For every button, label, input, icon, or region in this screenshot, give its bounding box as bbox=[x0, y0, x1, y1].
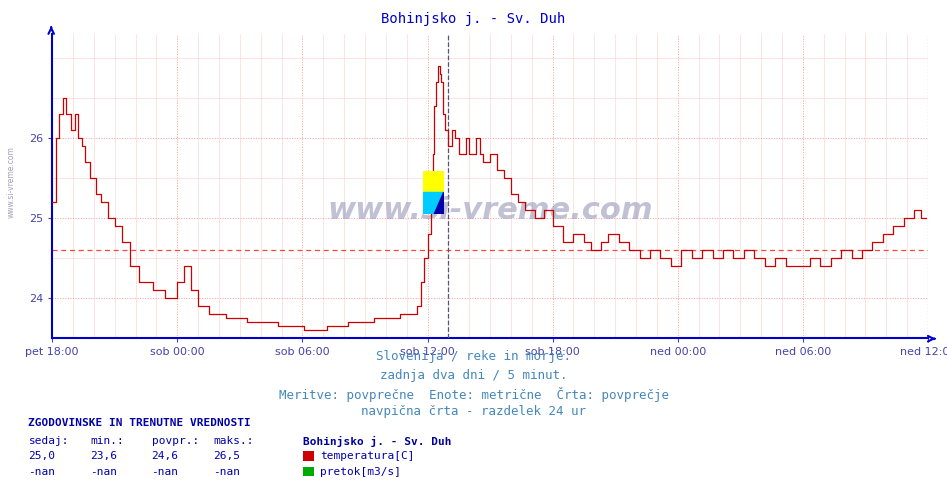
Text: Meritve: povprečne  Enote: metrične  Črta: povprečje: Meritve: povprečne Enote: metrične Črta:… bbox=[278, 387, 669, 402]
Text: -nan: -nan bbox=[28, 467, 56, 477]
Polygon shape bbox=[435, 192, 443, 214]
Polygon shape bbox=[422, 192, 443, 214]
Text: ZGODOVINSKE IN TRENUTNE VREDNOSTI: ZGODOVINSKE IN TRENUTNE VREDNOSTI bbox=[28, 418, 251, 428]
Polygon shape bbox=[422, 171, 443, 192]
Text: temperatura[C]: temperatura[C] bbox=[320, 451, 415, 461]
Text: 26,5: 26,5 bbox=[213, 451, 241, 461]
Text: 23,6: 23,6 bbox=[90, 451, 117, 461]
Text: zadnja dva dni / 5 minut.: zadnja dva dni / 5 minut. bbox=[380, 369, 567, 382]
Text: sedaj:: sedaj: bbox=[28, 436, 69, 446]
Text: 25,0: 25,0 bbox=[28, 451, 56, 461]
Text: Bohinjsko j. - Sv. Duh: Bohinjsko j. - Sv. Duh bbox=[303, 436, 452, 447]
Text: povpr.:: povpr.: bbox=[152, 436, 199, 446]
Text: -nan: -nan bbox=[213, 467, 241, 477]
Text: maks.:: maks.: bbox=[213, 436, 254, 446]
Text: -nan: -nan bbox=[152, 467, 179, 477]
Text: www.si-vreme.com: www.si-vreme.com bbox=[328, 196, 652, 225]
Text: min.:: min.: bbox=[90, 436, 124, 446]
Text: pretok[m3/s]: pretok[m3/s] bbox=[320, 467, 402, 477]
Text: Bohinjsko j. - Sv. Duh: Bohinjsko j. - Sv. Duh bbox=[382, 12, 565, 26]
Text: www.si-vreme.com: www.si-vreme.com bbox=[7, 146, 16, 218]
Text: -nan: -nan bbox=[90, 467, 117, 477]
Text: Slovenija / reke in morje.: Slovenija / reke in morje. bbox=[376, 350, 571, 363]
Text: 24,6: 24,6 bbox=[152, 451, 179, 461]
Text: navpična črta - razdelek 24 ur: navpična črta - razdelek 24 ur bbox=[361, 405, 586, 418]
